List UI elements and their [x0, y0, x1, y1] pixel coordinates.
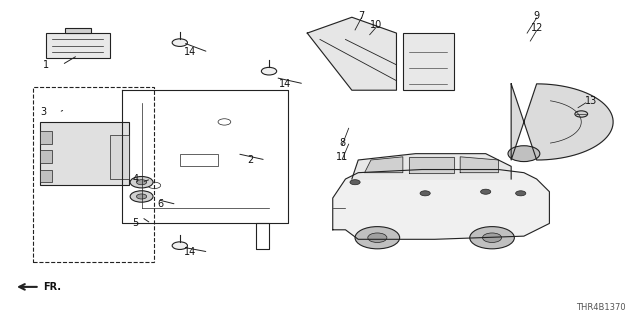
- Bar: [65, 28, 91, 33]
- Polygon shape: [333, 170, 549, 239]
- Circle shape: [130, 177, 153, 188]
- Text: 9: 9: [534, 11, 540, 21]
- Text: 3: 3: [40, 108, 46, 117]
- Circle shape: [136, 194, 147, 199]
- Bar: [403, 33, 454, 90]
- Circle shape: [470, 227, 515, 249]
- Circle shape: [130, 191, 153, 202]
- Text: 4: 4: [132, 174, 138, 184]
- Text: 12: 12: [531, 23, 543, 33]
- Circle shape: [261, 68, 276, 75]
- Text: 1: 1: [43, 60, 49, 70]
- Text: THR4B1370: THR4B1370: [576, 303, 626, 312]
- Bar: [40, 150, 52, 163]
- Circle shape: [508, 146, 540, 162]
- Circle shape: [172, 242, 188, 250]
- Polygon shape: [409, 157, 454, 173]
- Text: 5: 5: [132, 219, 138, 228]
- Bar: [46, 33, 109, 59]
- Circle shape: [483, 233, 502, 243]
- Bar: [180, 154, 218, 166]
- Text: 2: 2: [247, 155, 253, 165]
- Bar: [109, 135, 129, 179]
- Polygon shape: [365, 157, 403, 173]
- Circle shape: [575, 111, 588, 117]
- Circle shape: [368, 233, 387, 243]
- Polygon shape: [352, 154, 511, 179]
- Text: 13: 13: [585, 96, 597, 106]
- Bar: [40, 170, 52, 182]
- Text: 6: 6: [157, 199, 164, 209]
- Text: 10: 10: [370, 20, 382, 30]
- Text: 14: 14: [279, 79, 291, 89]
- Text: FR.: FR.: [43, 282, 61, 292]
- Polygon shape: [460, 157, 499, 173]
- Bar: [40, 122, 129, 185]
- Polygon shape: [511, 84, 613, 160]
- Text: 11: 11: [336, 152, 348, 162]
- Text: 8: 8: [339, 138, 346, 148]
- Circle shape: [481, 189, 491, 194]
- Text: 7: 7: [358, 11, 365, 21]
- Polygon shape: [307, 17, 396, 90]
- Circle shape: [172, 39, 188, 46]
- Circle shape: [355, 227, 399, 249]
- Circle shape: [516, 191, 526, 196]
- Circle shape: [136, 180, 147, 185]
- Text: 14: 14: [184, 247, 196, 257]
- Circle shape: [350, 180, 360, 185]
- Text: 14: 14: [184, 47, 196, 57]
- Circle shape: [420, 191, 430, 196]
- Bar: [40, 132, 52, 144]
- Bar: [33, 87, 154, 261]
